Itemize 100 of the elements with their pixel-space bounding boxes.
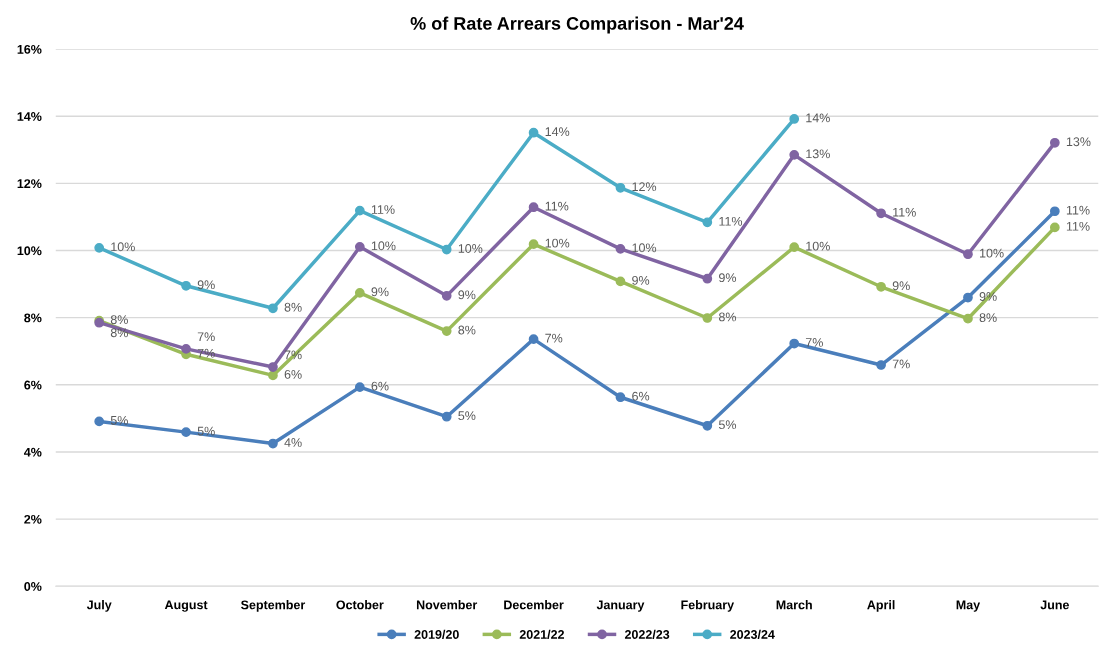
data-label: 13% (1066, 137, 1091, 147)
chart-title: % of Rate Arrears Comparison - Mar'24 (410, 16, 744, 34)
data-label: 7% (545, 333, 563, 343)
data-label: 9% (892, 281, 910, 291)
x-tick-label: June (1040, 600, 1069, 610)
x-tick-label: July (86, 600, 112, 612)
point (1049, 222, 1060, 233)
point (441, 326, 452, 336)
point (181, 427, 191, 438)
data-label: 10% (632, 243, 657, 253)
data-label: 7% (892, 359, 910, 369)
y-tick-label: 16% (17, 44, 42, 54)
data-label: 10% (371, 241, 396, 251)
point (528, 239, 539, 250)
point (268, 303, 278, 314)
data-label: 8% (718, 312, 737, 322)
y-tick-label: 12% (17, 179, 42, 189)
data-label: 11% (545, 201, 569, 211)
data-label: 14% (545, 127, 570, 137)
data-label: 11% (719, 216, 743, 226)
point (354, 382, 365, 393)
point (354, 287, 365, 298)
point (702, 420, 713, 431)
data-label: 10% (458, 244, 483, 253)
point (181, 344, 191, 354)
point (702, 273, 713, 284)
data-label: 8% (979, 313, 997, 323)
legend-label: 2019/20 (414, 629, 459, 640)
point (181, 280, 191, 291)
point (876, 360, 886, 370)
point (789, 242, 800, 253)
point (615, 243, 626, 254)
point (963, 249, 973, 260)
point (963, 313, 973, 324)
point (354, 241, 365, 252)
data-label: 11% (1066, 221, 1090, 231)
data-label: 6% (632, 391, 650, 401)
data-label: 10% (980, 248, 1004, 258)
data-label: 10% (806, 241, 830, 251)
y-tick-label: 8% (24, 313, 42, 323)
legend-label: 2022/23 (624, 629, 670, 640)
data-label: 8% (284, 302, 302, 312)
data-label: 11% (893, 207, 916, 217)
data-label: 11% (371, 205, 395, 214)
x-tick-label: December (504, 600, 564, 610)
y-tick-label: 10% (17, 246, 42, 256)
y-tick-label: 4% (23, 447, 42, 457)
point (702, 313, 713, 323)
point (441, 244, 452, 255)
data-label: 10% (545, 238, 570, 248)
point (789, 114, 800, 124)
data-label: 9% (458, 290, 476, 300)
point (268, 362, 278, 372)
data-label: 6% (284, 369, 302, 379)
data-label: 14% (806, 113, 830, 123)
x-tick-label: November (416, 600, 478, 610)
x-tick-label: April (867, 600, 895, 612)
point (876, 281, 886, 292)
data-label: 5% (718, 420, 737, 430)
data-label: 9% (719, 273, 737, 283)
data-label: 8% (110, 315, 128, 325)
point (528, 202, 539, 213)
point (94, 242, 105, 253)
data-label: 4% (284, 438, 302, 447)
y-tick-label: 6% (24, 380, 42, 390)
y-tick-label: 0% (24, 582, 42, 591)
x-tick-label: September (241, 600, 306, 612)
point (789, 338, 800, 349)
x-tick-label: March (776, 600, 812, 610)
point (268, 438, 278, 449)
point (615, 392, 626, 403)
point (702, 217, 713, 228)
data-label: 12% (632, 182, 657, 192)
point (354, 205, 365, 216)
point (876, 208, 886, 219)
x-tick-label: October (336, 600, 384, 610)
data-label: 7% (197, 332, 215, 342)
point (528, 334, 539, 345)
y-tick-label: 14% (17, 112, 42, 121)
point (615, 276, 626, 287)
point (615, 182, 626, 193)
x-tick-label: February (681, 600, 735, 612)
data-label: 8% (458, 325, 476, 335)
point (441, 290, 452, 301)
data-label: 10% (111, 242, 135, 252)
point (963, 292, 973, 303)
point (789, 150, 800, 160)
data-label: 5% (458, 411, 476, 421)
data-label: 9% (371, 287, 389, 297)
legend-label: 2021/22 (519, 629, 565, 640)
y-tick-label: 2% (24, 514, 42, 524)
data-label: 11% (1066, 205, 1090, 215)
x-tick-label: May (956, 600, 981, 612)
point (268, 370, 278, 381)
point (441, 411, 452, 422)
point (94, 416, 105, 427)
x-tick-label: January (596, 600, 645, 612)
point (528, 127, 539, 138)
data-label: 9% (197, 280, 215, 290)
x-tick-label: August (164, 600, 208, 612)
